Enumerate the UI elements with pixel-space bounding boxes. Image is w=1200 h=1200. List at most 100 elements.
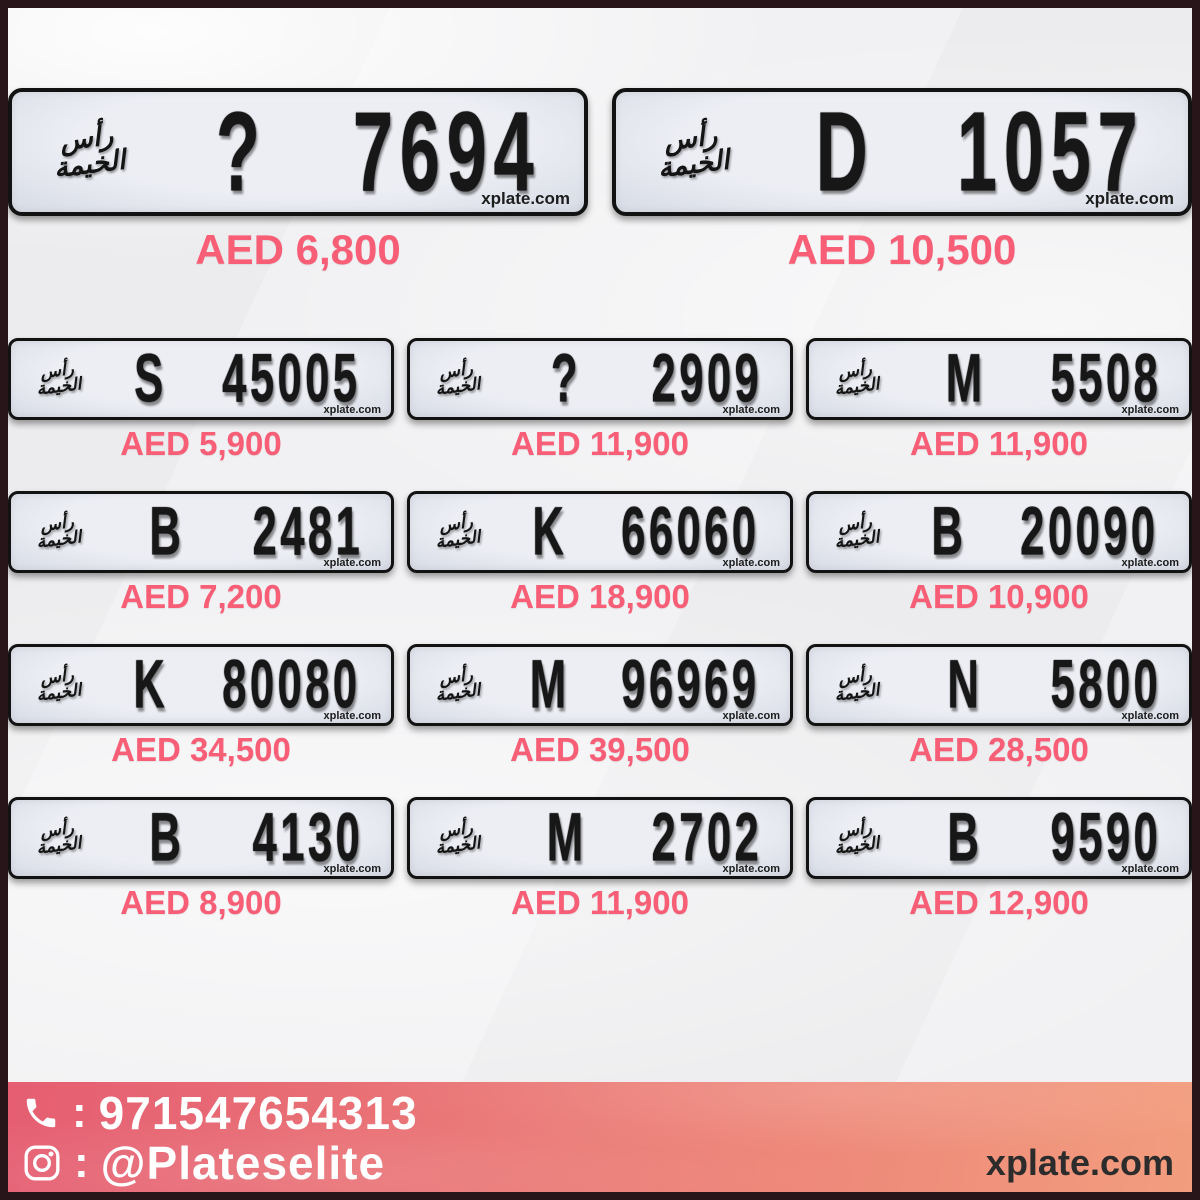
emirate-calligraphy: رأس الخيمة <box>434 511 482 553</box>
plate-watermark: xplate.com <box>323 557 381 569</box>
plates-grid-row: رأس الخيمة K 80080 xplate.com AED 34,500… <box>8 644 1192 769</box>
plate-cell: رأس الخيمة M 96969 xplate.com AED 39,500 <box>407 644 793 769</box>
emirate-calligraphy: رأس الخيمة <box>833 358 881 400</box>
featured-plates-row: رأس الخيمة ? 7694 xplate.com AED 6,800 ر… <box>8 88 1192 274</box>
plate-price: AED 12,900 <box>909 884 1089 921</box>
plate-code: M <box>945 340 986 418</box>
plate-code: B <box>947 799 983 877</box>
emirate-calligraphy: رأس الخيمة <box>434 664 482 706</box>
instagram-contact-line: : @Plateselite <box>22 1138 1192 1188</box>
plate-number: 66060 <box>621 493 760 571</box>
plate-code: D <box>815 88 875 216</box>
emirate-calligraphy: رأس الخيمة <box>35 511 83 553</box>
emirate-calligraphy: رأس الخيمة <box>833 817 881 859</box>
plate-card: رأس الخيمة S 45005 xplate.com <box>8 338 394 420</box>
plates-grid-row: رأس الخيمة B 4130 xplate.com AED 8,900 ر… <box>8 797 1192 922</box>
phone-number: 971547654313 <box>98 1087 418 1139</box>
plate-number: 2909 <box>651 340 763 418</box>
plate-card: رأس الخيمة ? 2909 xplate.com <box>407 338 793 420</box>
plate-number: 1057 <box>956 88 1145 216</box>
phone-separator: : <box>72 1088 87 1137</box>
plate-cell: رأس الخيمة K 80080 xplate.com AED 34,500 <box>8 644 394 769</box>
plate-card: رأس الخيمة N 5800 xplate.com <box>806 644 1192 726</box>
emirate-calligraphy: رأس الخيمة <box>434 358 482 400</box>
plate-card: رأس الخيمة M 2702 xplate.com <box>407 797 793 879</box>
plate-watermark: xplate.com <box>1121 404 1179 416</box>
instagram-icon <box>24 1145 60 1181</box>
plate-watermark: xplate.com <box>481 189 570 208</box>
plates-grid-row: رأس الخيمة B 2481 xplate.com AED 7,200 ر… <box>8 491 1192 616</box>
plate-number: 80080 <box>222 646 361 724</box>
plate-price: AED 5,900 <box>120 425 282 462</box>
plate-watermark: xplate.com <box>722 710 780 722</box>
plate-cell: رأس الخيمة ? 2909 xplate.com AED 11,900 <box>407 338 793 463</box>
plate-watermark: xplate.com <box>722 557 780 569</box>
emirate-calligraphy: رأس الخيمة <box>833 511 881 553</box>
plate-card: رأس الخيمة B 20090 xplate.com <box>806 491 1192 573</box>
plate-code: B <box>931 493 967 571</box>
plate-card: رأس الخيمة ? 7694 xplate.com <box>8 88 588 216</box>
plate-cell: رأس الخيمة B 9590 xplate.com AED 12,900 <box>806 797 1192 922</box>
website-label: xplate.com <box>985 1142 1174 1183</box>
plate-code: K <box>133 646 169 724</box>
emirate-calligraphy: رأس الخيمة <box>52 120 128 185</box>
plate-number: 9590 <box>1050 799 1162 877</box>
plate-number: 5800 <box>1050 646 1162 724</box>
plate-number: 20090 <box>1020 493 1159 571</box>
plate-price: AED 7,200 <box>120 578 282 615</box>
plate-code: B <box>149 493 185 571</box>
emirate-calligraphy: رأس الخيمة <box>35 817 83 859</box>
plate-code: ? <box>551 340 582 418</box>
plate-price: AED 10,900 <box>909 578 1089 615</box>
plate-price: AED 28,500 <box>909 731 1089 768</box>
plate-number: 2481 <box>252 493 364 571</box>
plate-price: AED 39,500 <box>510 731 690 768</box>
instagram-handle: @Plateselite <box>100 1137 386 1189</box>
plate-price: AED 18,900 <box>510 578 690 615</box>
plate-watermark: xplate.com <box>323 863 381 875</box>
plate-cell: رأس الخيمة B 2481 xplate.com AED 7,200 <box>8 491 394 616</box>
emirate-calligraphy: رأس الخيمة <box>35 358 83 400</box>
plate-card: رأس الخيمة B 4130 xplate.com <box>8 797 394 879</box>
plate-watermark: xplate.com <box>722 863 780 875</box>
instagram-separator: : <box>74 1138 89 1187</box>
plate-code: M <box>529 646 570 724</box>
plates-grid-row: رأس الخيمة S 45005 xplate.com AED 5,900 … <box>8 338 1192 463</box>
plate-cell: رأس الخيمة S 45005 xplate.com AED 5,900 <box>8 338 394 463</box>
plate-price: AED 11,900 <box>910 425 1088 462</box>
plate-watermark: xplate.com <box>323 404 381 416</box>
plate-code: M <box>546 799 587 877</box>
emirate-calligraphy: رأس الخيمة <box>35 664 83 706</box>
plate-code: N <box>947 646 983 724</box>
phone-icon <box>26 1098 56 1128</box>
plate-card: رأس الخيمة M 96969 xplate.com <box>407 644 793 726</box>
plate-card: رأس الخيمة K 80080 xplate.com <box>8 644 394 726</box>
plate-cell: رأس الخيمة B 4130 xplate.com AED 8,900 <box>8 797 394 922</box>
plate-code: K <box>532 493 568 571</box>
plate-number: 4130 <box>252 799 364 877</box>
featured-plate-cell: رأس الخيمة ? 7694 xplate.com AED 6,800 <box>8 88 588 274</box>
plate-price: AED 6,800 <box>195 226 401 273</box>
plate-number: 7694 <box>352 88 541 216</box>
plate-number: 45005 <box>222 340 361 418</box>
plate-card: رأس الخيمة K 66060 xplate.com <box>407 491 793 573</box>
emirate-calligraphy: رأس الخيمة <box>434 817 482 859</box>
plate-cell: رأس الخيمة B 20090 xplate.com AED 10,900 <box>806 491 1192 616</box>
plate-number: 5508 <box>1050 340 1162 418</box>
plate-cell: رأس الخيمة N 5800 xplate.com AED 28,500 <box>806 644 1192 769</box>
plate-code: B <box>149 799 185 877</box>
plate-cell: رأس الخيمة M 5508 xplate.com AED 11,900 <box>806 338 1192 463</box>
emirate-calligraphy: رأس الخيمة <box>656 120 732 185</box>
plate-price: AED 10,500 <box>787 226 1017 273</box>
plate-cell: رأس الخيمة K 66060 xplate.com AED 18,900 <box>407 491 793 616</box>
plate-watermark: xplate.com <box>722 404 780 416</box>
plate-code: ? <box>215 88 267 216</box>
plate-price: AED 8,900 <box>120 884 282 921</box>
plates-grid: رأس الخيمة S 45005 xplate.com AED 5,900 … <box>8 338 1192 922</box>
plate-watermark: xplate.com <box>323 710 381 722</box>
footer-banner: : 971547654313 : @Plateselite xplate.com <box>8 1082 1192 1192</box>
plate-watermark: xplate.com <box>1121 710 1179 722</box>
plate-watermark: xplate.com <box>1121 863 1179 875</box>
plate-card: رأس الخيمة D 1057 xplate.com <box>612 88 1192 216</box>
